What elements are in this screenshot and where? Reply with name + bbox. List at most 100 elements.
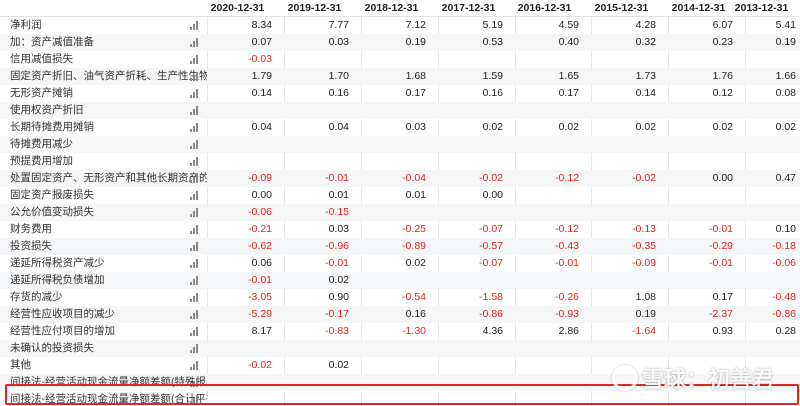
table-cell: -0.15 xyxy=(325,206,349,218)
table-cell: -0.02 xyxy=(248,359,272,371)
bar-chart-icon[interactable] xyxy=(190,344,200,353)
bar-chart-icon[interactable] xyxy=(190,38,200,47)
table-cell xyxy=(276,136,353,153)
table-cell xyxy=(353,204,430,221)
row-label: 经营性应付项目的增加 xyxy=(10,325,115,337)
row-label: 无形资产摊销 xyxy=(10,87,73,99)
table-cell xyxy=(583,51,660,68)
table-cell: 8.17 xyxy=(251,325,272,337)
bar-chart-icon[interactable] xyxy=(190,89,200,98)
bar-chart-icon[interactable] xyxy=(190,259,200,268)
column-header[interactable]: 2019-12-31 xyxy=(287,2,342,14)
column-header[interactable]: 2016-12-31 xyxy=(517,2,572,14)
table-cell xyxy=(276,340,353,357)
bar-chart-icon[interactable] xyxy=(190,157,200,166)
bar-chart-icon[interactable] xyxy=(190,72,200,81)
row-label: 预提费用增加 xyxy=(10,155,73,167)
table-row: 信用减值损失 -0.03 xyxy=(0,51,800,68)
bar-chart-icon[interactable] xyxy=(190,21,200,30)
table-cell: 0.19 xyxy=(405,36,426,48)
bar-chart-icon[interactable] xyxy=(190,191,200,200)
table-cell: -0.86 xyxy=(772,308,796,320)
table-cell xyxy=(430,204,507,221)
table-row: 使用权资产折旧 xyxy=(0,102,800,119)
table-cell: 7.77 xyxy=(328,19,349,31)
grid-line xyxy=(207,0,208,406)
table-cell: 1.70 xyxy=(328,70,349,82)
table-row: 固定资产折旧、油气资产折耗、生产性生物资 1.79 1.70 1.68 1.59 1.65… xyxy=(0,68,800,85)
bar-chart-icon[interactable] xyxy=(190,208,200,217)
table-cell xyxy=(430,272,507,289)
bar-chart-icon[interactable] xyxy=(190,225,200,234)
table-cell xyxy=(276,51,353,68)
table-cell: -0.01 xyxy=(325,257,349,269)
table-cell: 0.14 xyxy=(251,87,272,99)
column-header[interactable]: 2020-12-31 xyxy=(210,2,265,14)
table-cell: 7.12 xyxy=(405,19,426,31)
table-cell: 0.53 xyxy=(482,36,503,48)
table-cell xyxy=(583,153,660,170)
grid-line xyxy=(745,0,746,406)
table-cell xyxy=(723,204,800,221)
bar-chart-icon[interactable] xyxy=(190,55,200,64)
table-row: 公允价值变动损失 -0.06 -0.15 xyxy=(0,204,800,221)
table-cell: -0.12 xyxy=(555,172,579,184)
table-cell xyxy=(430,357,507,374)
table-cell: 1.08 xyxy=(635,291,656,303)
table-cell: 8.34 xyxy=(251,19,272,31)
row-label: 投资损失 xyxy=(10,240,52,252)
table-cell: 0.19 xyxy=(775,36,796,48)
bar-chart-icon[interactable] xyxy=(190,395,200,404)
table-cell: -0.96 xyxy=(325,240,349,252)
table-cell: 0.40 xyxy=(558,36,579,48)
table-cell: 0.47 xyxy=(775,172,796,184)
table-row: 经营性应收项目的减少 -5.29 -0.17 0.16 -0.86 -0.93 0.19 -2… xyxy=(0,306,800,323)
row-label: 长期待摊费用摊销 xyxy=(10,121,94,133)
table-cell: 0.90 xyxy=(328,291,349,303)
row-label: 公允价值变动损失 xyxy=(10,206,94,218)
table-cell: 0.14 xyxy=(635,87,656,99)
grid-line xyxy=(361,0,362,406)
table-cell: -0.01 xyxy=(555,257,579,269)
column-header[interactable]: 2013-12-31 xyxy=(734,2,789,14)
bar-chart-icon[interactable] xyxy=(190,174,200,183)
bar-chart-icon[interactable] xyxy=(190,276,200,285)
table-cell: 0.03 xyxy=(328,36,349,48)
bar-chart-icon[interactable] xyxy=(190,140,200,149)
table-cell: 0.00 xyxy=(251,189,272,201)
bar-chart-icon[interactable] xyxy=(190,106,200,115)
table-row: 长期待摊费用摊销 0.04 0.04 0.03 0.02 0.02 0.02 0.02 0.02 xyxy=(0,119,800,136)
table-cell: 1.76 xyxy=(712,70,733,82)
column-header[interactable]: 2014-12-31 xyxy=(671,2,726,14)
table-cell xyxy=(583,340,660,357)
table-row: 存货的减少 -3.05 0.90 -0.54 -1.58 -0.26 1.08 0.17 -0.… xyxy=(0,289,800,306)
table-cell xyxy=(430,153,507,170)
bar-chart-icon[interactable] xyxy=(190,310,200,319)
bar-chart-icon[interactable] xyxy=(190,123,200,132)
table-cell: -0.07 xyxy=(479,257,503,269)
bar-chart-icon[interactable] xyxy=(190,361,200,370)
table-cell: 0.93 xyxy=(712,325,733,337)
column-header[interactable]: 2018-12-31 xyxy=(364,2,419,14)
row-label: 净利润 xyxy=(10,19,42,31)
table-cell: -0.21 xyxy=(248,223,272,235)
table-cell: 0.02 xyxy=(328,359,349,371)
table-cell xyxy=(506,357,583,374)
table-cell: -0.26 xyxy=(555,291,579,303)
table-cell xyxy=(430,102,507,119)
table-cell xyxy=(506,153,583,170)
table-cell xyxy=(723,136,800,153)
bar-chart-icon[interactable] xyxy=(190,327,200,336)
table-cell: 0.02 xyxy=(558,121,579,133)
column-header[interactable]: 2015-12-31 xyxy=(594,2,649,14)
table-cell: 0.16 xyxy=(405,308,426,320)
table-cell xyxy=(583,136,660,153)
row-label: 递延所得税负债增加 xyxy=(10,274,105,286)
table-cell: 0.17 xyxy=(405,87,426,99)
bar-chart-icon[interactable] xyxy=(190,293,200,302)
table-cell: -0.06 xyxy=(772,257,796,269)
column-header[interactable]: 2017-12-31 xyxy=(441,2,496,14)
table-cell xyxy=(723,153,800,170)
row-label: 未确认的投资损失 xyxy=(10,342,94,354)
bar-chart-icon[interactable] xyxy=(190,242,200,251)
